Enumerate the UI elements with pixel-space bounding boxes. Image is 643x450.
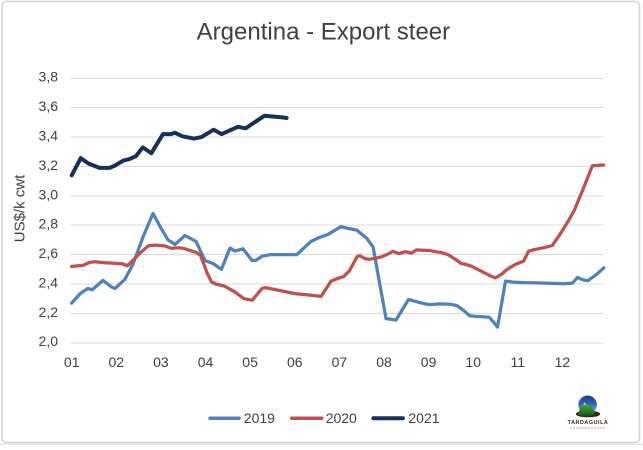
- svg-text:3,2: 3,2: [39, 157, 59, 173]
- svg-text:3,8: 3,8: [39, 69, 59, 85]
- svg-text:02: 02: [109, 354, 125, 370]
- svg-text:07: 07: [332, 354, 348, 370]
- svg-text:2019: 2019: [244, 410, 275, 426]
- svg-text:3,4: 3,4: [39, 128, 59, 144]
- svg-text:2,4: 2,4: [39, 274, 59, 290]
- svg-text:09: 09: [421, 354, 437, 370]
- svg-text:10: 10: [465, 354, 481, 370]
- svg-text:3,6: 3,6: [39, 98, 59, 114]
- svg-text:2,6: 2,6: [39, 245, 59, 261]
- svg-text:2020: 2020: [326, 410, 357, 426]
- svg-text:Argentina - Export steer: Argentina - Export steer: [197, 18, 450, 45]
- svg-text:05: 05: [242, 354, 258, 370]
- svg-text:2,2: 2,2: [39, 304, 59, 320]
- svg-text:2,0: 2,0: [39, 333, 59, 349]
- svg-text:2021: 2021: [408, 410, 439, 426]
- svg-text:08: 08: [376, 354, 392, 370]
- svg-text:US$/k cwt: US$/k cwt: [12, 174, 29, 242]
- svg-text:06: 06: [287, 354, 303, 370]
- svg-text:TARDAGUILA: TARDAGUILA: [568, 420, 609, 426]
- svg-text:11: 11: [511, 354, 526, 370]
- svg-text:01: 01: [64, 354, 80, 370]
- svg-text:AGROMERCADOS: AGROMERCADOS: [570, 426, 606, 430]
- svg-text:3,0: 3,0: [39, 186, 59, 202]
- svg-text:2,8: 2,8: [39, 216, 59, 232]
- svg-text:12: 12: [555, 354, 571, 370]
- svg-text:04: 04: [198, 354, 214, 370]
- svg-text:03: 03: [153, 354, 169, 370]
